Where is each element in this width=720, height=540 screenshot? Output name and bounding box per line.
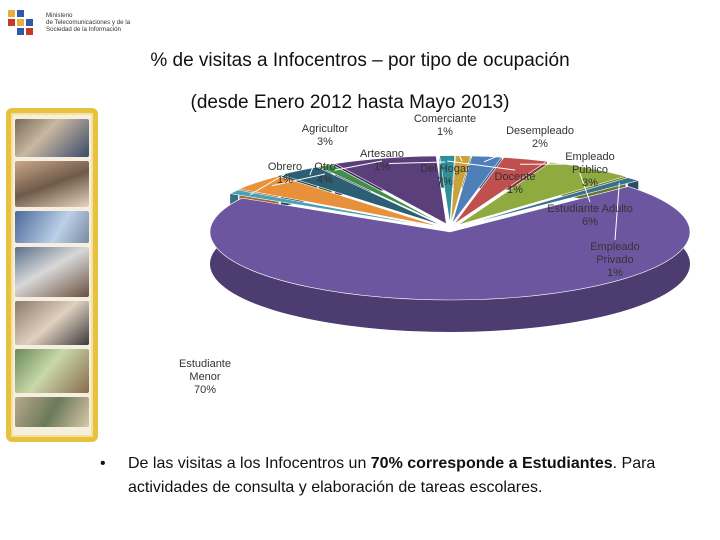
slice-label: Agricultor 3%: [302, 123, 349, 148]
bullet-text-bold: 70% corresponde a Estudiantes: [370, 455, 613, 472]
pie-slice: [453, 157, 548, 225]
pie-tops: [209, 155, 691, 301]
logo-text: Ministerio de Telecomunicaciones y de la…: [46, 12, 146, 33]
slice-label: Del Hogar 7%: [420, 163, 470, 188]
pie-slice: [450, 155, 471, 224]
slice-label: Otro 4%: [314, 161, 335, 186]
pie-slice: [439, 155, 455, 224]
pie-slice: [317, 164, 444, 225]
photo-collage-strip: [6, 108, 98, 442]
leader-line: [444, 125, 463, 162]
leader-line: [309, 135, 326, 176]
pie-slice: [451, 155, 503, 224]
logo-line: de Telecomunicaciones y de la: [46, 19, 131, 26]
slice-label: Artesano 1%: [360, 148, 404, 173]
collage-photo: [15, 119, 89, 157]
logo-line: Sociedad de la Información: [46, 26, 121, 33]
collage-photo: [15, 211, 89, 243]
collage-photo: [15, 247, 89, 297]
collage-photo: [15, 301, 89, 345]
ministry-emblem-icon: [8, 10, 33, 35]
pie-slice: [279, 166, 442, 226]
pie-slice: [238, 175, 440, 227]
pie-slice-side: [209, 186, 691, 333]
slice-label: Estudiante Adulto 6%: [547, 203, 633, 228]
slice-labels: Comerciante 1% Desempleado 2%Empleado Públic…: [179, 113, 640, 396]
leader-line: [272, 173, 326, 187]
slice-label: Empleado Privado 1%: [590, 241, 640, 279]
collage-photo: [15, 397, 89, 427]
leader-line: [389, 161, 446, 164]
slice-label: Empleado Público 3%: [565, 151, 615, 189]
bullet-text-pre: De las visitas a los Infocentros un: [128, 455, 371, 472]
pie-chart: Comerciante 1% Desempleado 2%Empleado Públic…: [179, 113, 691, 396]
slice-label: Comerciante 1%: [414, 113, 476, 138]
leader-line: [579, 172, 591, 203]
ministry-logo: Ministerio de Telecomunicaciones y de la…: [6, 6, 146, 46]
leader-line: [614, 182, 620, 241]
leader-lines: [250, 125, 620, 241]
pie-slice: [460, 177, 640, 227]
slide-subtitle: (desde Enero 2012 hasta Mayo 2013): [190, 92, 510, 113]
slice-label: Desempleado 2%: [506, 125, 574, 150]
slice-label: Obrero 1%: [268, 161, 302, 186]
logo-line: Ministerio: [46, 12, 73, 19]
pie-slice: [229, 189, 439, 228]
bullet-symbol: •: [100, 455, 106, 472]
slice-label: Estudiante Menor 70%: [179, 358, 231, 396]
slide-title: % de visitas a Infocentros – por tipo de…: [150, 50, 570, 71]
slice-label: Docente 1%: [495, 171, 536, 196]
pie-slice: [209, 186, 691, 301]
leader-line: [334, 160, 383, 171]
bullet-text-post: . Para actividades de consulta y elabora…: [128, 455, 656, 496]
collage-photo: [15, 349, 89, 393]
bullet-text: De las visitas a los Infocentros un 70% …: [128, 452, 718, 500]
leader-line: [250, 173, 286, 196]
collage-photo: [15, 161, 89, 207]
pie-slice: [334, 155, 447, 225]
leader-line: [483, 137, 541, 163]
leader-line: [447, 160, 516, 171]
pie-slice: [457, 161, 627, 226]
